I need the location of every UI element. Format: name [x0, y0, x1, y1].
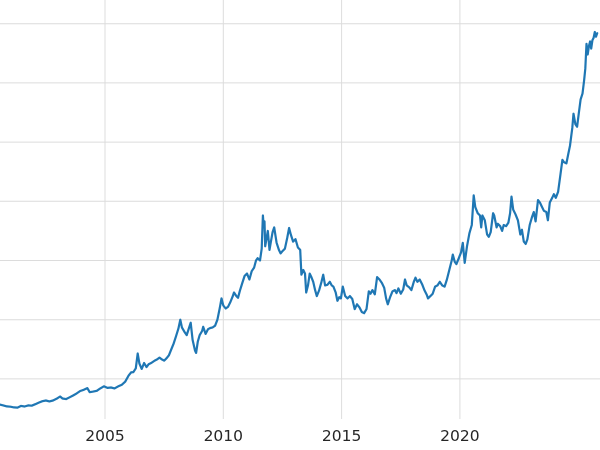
grid-layer — [0, 0, 600, 419]
price-line-series — [0, 30, 599, 409]
series-layer — [0, 30, 599, 409]
x-tick-label: 2010 — [204, 427, 243, 445]
x-axis-tick-labels: 2005 2010 2015 2020 — [85, 427, 479, 445]
x-tick-label: 2005 — [85, 427, 124, 445]
x-tick-label: 2020 — [440, 427, 479, 445]
x-tick-label: 2015 — [322, 427, 361, 445]
